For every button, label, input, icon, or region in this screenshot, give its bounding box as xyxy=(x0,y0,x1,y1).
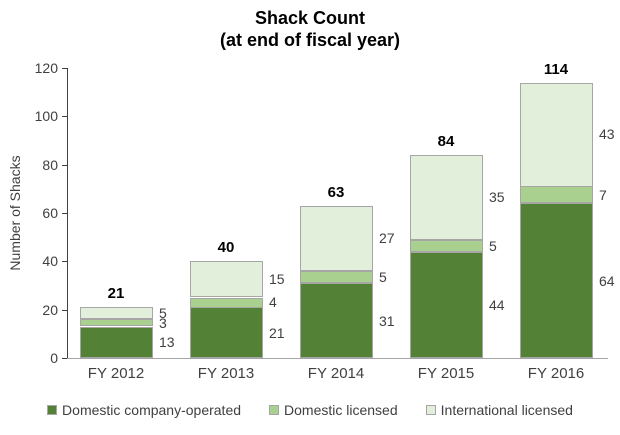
legend-item: Domestic licensed xyxy=(269,402,398,418)
chart-title: Shack Count (at end of fiscal year) xyxy=(0,8,620,52)
y-tick-mark xyxy=(62,213,67,214)
y-axis-line xyxy=(67,68,68,358)
bar-segment-domestic-licensed xyxy=(520,186,593,203)
bar-segment-international-licensed xyxy=(300,206,373,271)
x-category-label: FY 2015 xyxy=(417,365,475,382)
y-tick-label: 80 xyxy=(42,157,58,173)
segment-value-label: 5 xyxy=(379,269,387,285)
segment-value-label: 21 xyxy=(269,325,285,341)
bar-segment-domestic-company xyxy=(410,252,483,358)
legend-swatch-icon xyxy=(47,405,58,415)
y-tick-mark xyxy=(62,68,67,69)
segment-value-label: 43 xyxy=(599,126,615,142)
legend-item: International licensed xyxy=(425,402,573,418)
legend-swatch-icon xyxy=(425,405,436,415)
bar-total-label: 84 xyxy=(437,133,455,150)
bar-segment-domestic-licensed xyxy=(190,298,263,308)
y-tick-mark xyxy=(62,261,67,262)
segment-value-label: 3 xyxy=(159,315,167,331)
y-tick-label: 40 xyxy=(42,253,58,269)
x-axis-line xyxy=(67,358,608,359)
legend: Domestic company-operated Domestic licens… xyxy=(0,402,620,418)
bar-total-label: 63 xyxy=(327,184,345,201)
y-tick-label: 0 xyxy=(50,350,58,366)
bar-segment-international-licensed xyxy=(190,261,263,297)
bar-total-label: 40 xyxy=(217,239,235,256)
bar-segment-international-licensed xyxy=(520,83,593,187)
segment-value-label: 4 xyxy=(269,294,277,310)
x-category-label: FY 2014 xyxy=(307,365,365,382)
bar-segment-domestic-company xyxy=(300,283,373,358)
y-tick-label: 20 xyxy=(42,302,58,318)
bar-segment-international-licensed xyxy=(80,307,153,319)
y-tick-mark xyxy=(62,310,67,311)
legend-label: Domestic licensed xyxy=(284,402,398,418)
segment-value-label: 44 xyxy=(489,297,505,313)
segment-value-label: 13 xyxy=(159,334,175,350)
segment-value-label: 64 xyxy=(599,273,615,289)
legend-label: International licensed xyxy=(440,402,573,418)
chart-title-line1: Shack Count xyxy=(254,8,365,28)
x-category-label: FY 2016 xyxy=(527,365,585,382)
y-tick-mark xyxy=(62,358,67,359)
bar-total-label: 21 xyxy=(107,285,125,302)
segment-value-label: 35 xyxy=(489,189,505,205)
bar-segment-domestic-licensed xyxy=(80,319,153,326)
bar-segment-domestic-company xyxy=(520,203,593,358)
bar-segment-international-licensed xyxy=(410,155,483,240)
legend-item: Domestic company-operated xyxy=(47,402,241,418)
y-tick-label: 100 xyxy=(34,108,58,124)
segment-value-label: 5 xyxy=(489,238,497,254)
bar-segment-domestic-company xyxy=(80,327,153,358)
y-tick-mark xyxy=(62,116,67,117)
segment-value-label: 15 xyxy=(269,271,285,287)
bar-total-label: 114 xyxy=(543,61,569,78)
x-category-label: FY 2012 xyxy=(87,365,145,382)
bar-segment-domestic-licensed xyxy=(300,271,373,283)
legend-swatch-icon xyxy=(269,405,280,415)
segment-value-label: 5 xyxy=(159,305,167,321)
chart-title-line2: (at end of fiscal year) xyxy=(219,29,401,50)
legend-label: Domestic company-operated xyxy=(62,402,242,418)
y-tick-mark xyxy=(62,165,67,166)
y-tick-label: 120 xyxy=(34,60,58,76)
x-category-label: FY 2013 xyxy=(197,365,255,382)
segment-value-label: 27 xyxy=(379,230,395,246)
segment-value-label: 31 xyxy=(379,313,395,329)
bar-segment-domestic-licensed xyxy=(410,240,483,252)
segment-value-label: 7 xyxy=(599,187,607,203)
bar-segment-domestic-company xyxy=(190,307,263,358)
y-tick-label: 60 xyxy=(42,205,58,221)
